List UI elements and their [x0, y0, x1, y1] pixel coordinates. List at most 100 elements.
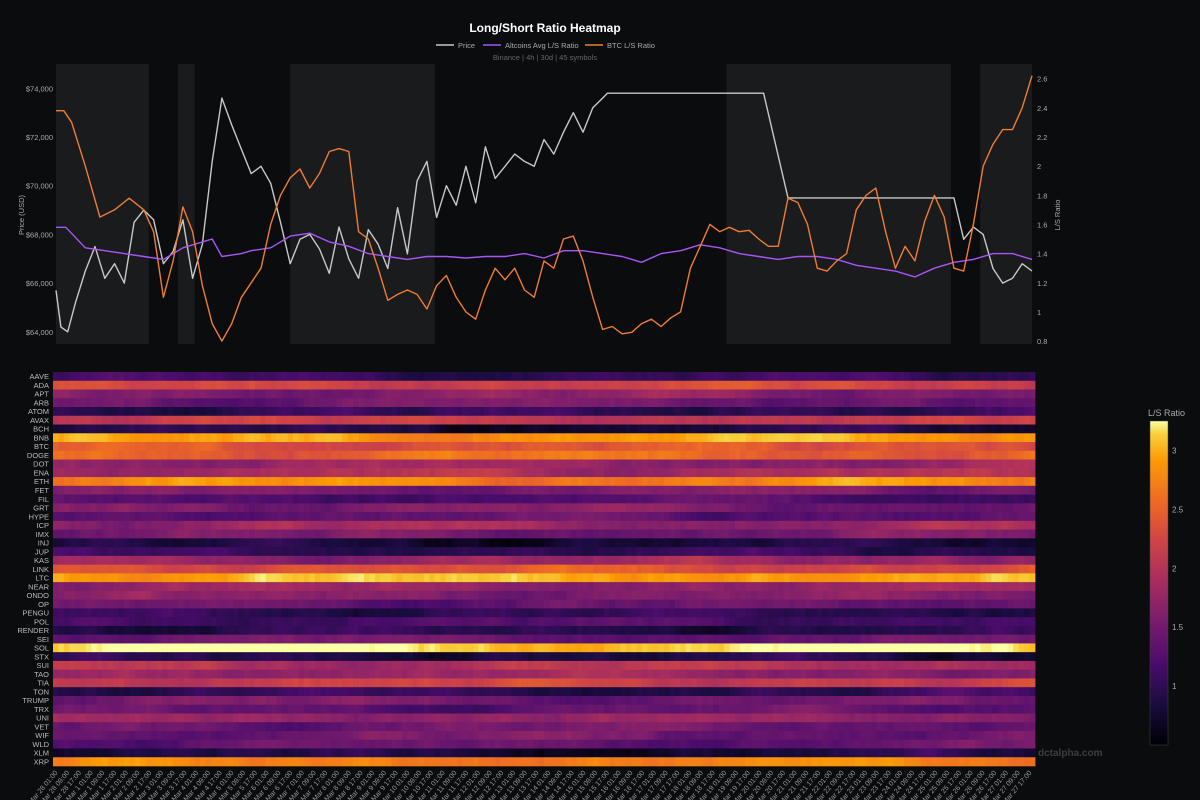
heatmap-row-sol[interactable] — [53, 643, 1036, 653]
colorbar-title: L/S Ratio — [1148, 408, 1185, 418]
heatmap-row-icp[interactable] — [53, 520, 1036, 530]
symbol-label: TRUMP — [22, 696, 49, 705]
legend-altcoins-label[interactable]: Altcoins Avg L/S Ratio — [505, 41, 579, 50]
legend[interactable]: Price Altcoins Avg L/S Ratio BTC L/S Rat… — [436, 41, 655, 50]
symbol-label: TAO — [34, 670, 49, 679]
symbol-label: INJ — [38, 539, 50, 548]
heatmap-row-doge[interactable] — [53, 450, 1036, 460]
price-axis-title: Price (USD) — [17, 195, 26, 236]
ratio-tick-label: 2.6 — [1037, 75, 1047, 84]
heatmap-row-avax[interactable] — [53, 415, 1036, 425]
price-axis-ticks: $64,000 $66,000 $68,000 $70,000 $72,000 $74,0… — [26, 84, 53, 336]
heatmap-row-inj[interactable] — [53, 538, 1036, 548]
symbol-label: UNI — [36, 714, 49, 723]
heatmap-row-vet[interactable] — [53, 722, 1036, 732]
heatmap-row-sui[interactable] — [53, 660, 1036, 670]
shaded-region — [178, 64, 195, 344]
symbol-label: LTC — [35, 574, 49, 583]
ratio-tick-label: 2.2 — [1037, 133, 1047, 142]
symbol-label: WIF — [35, 731, 49, 740]
heatmap-row-near[interactable] — [53, 582, 1036, 592]
series-line-btc-l-s-ratio — [56, 75, 1033, 342]
heatmap-row-imx[interactable] — [53, 529, 1036, 539]
heatmap-row-bch[interactable] — [53, 424, 1036, 434]
heatmap-row-apt[interactable] — [53, 389, 1036, 399]
symbol-label: RENDER — [17, 626, 49, 635]
symbol-label: OP — [38, 600, 49, 609]
heatmap-row-ton[interactable] — [53, 687, 1036, 697]
symbol-label: ARB — [34, 398, 49, 407]
heatmap-row-pol[interactable] — [53, 617, 1036, 627]
ratio-tick-label: 2.4 — [1037, 104, 1047, 113]
colorbar-tick-label: 2 — [1172, 564, 1177, 573]
heatmap-row-wld[interactable] — [53, 739, 1036, 749]
heatmap-row-uni[interactable] — [53, 713, 1036, 723]
heatmap[interactable] — [53, 372, 1036, 767]
heatmap-row-pengu[interactable] — [53, 608, 1036, 618]
heatmap-row-btc[interactable] — [53, 442, 1036, 452]
heatmap-row-eth[interactable] — [53, 477, 1036, 487]
price-tick-label: $68,000 — [26, 230, 53, 239]
ratio-tick-label: 0.8 — [1037, 337, 1047, 346]
heatmap-row-grt[interactable] — [53, 503, 1036, 513]
price-tick-label: $66,000 — [26, 279, 53, 288]
heatmap-row-ltc[interactable] — [53, 573, 1036, 583]
legend-btc-label[interactable]: BTC L/S Ratio — [607, 41, 655, 50]
heatmap-row-bnb[interactable] — [53, 433, 1036, 443]
symbol-label: BCH — [33, 425, 49, 434]
heatmap-row-dot[interactable] — [53, 459, 1036, 469]
heatmap-row-fil[interactable] — [53, 494, 1036, 504]
heatmap-row-aave[interactable] — [53, 372, 1036, 382]
ratio-tick-label: 1.6 — [1037, 220, 1047, 229]
symbol-label: ICP — [36, 521, 49, 530]
heatmap-row-kas[interactable] — [53, 555, 1036, 565]
colorbar-ticks: 1 1.5 2 2.5 3 — [1172, 447, 1184, 692]
symbol-label: FIL — [38, 495, 49, 504]
heatmap-row-arb[interactable] — [53, 398, 1036, 408]
heatmap-row-ada[interactable] — [53, 380, 1036, 390]
symbol-label: GRT — [33, 504, 49, 513]
shaded-region — [980, 64, 1032, 344]
shaded-region — [726, 64, 951, 344]
symbol-label: NEAR — [28, 582, 49, 591]
series-line-altcoins-avg-l-s-ratio — [56, 226, 1033, 278]
symbol-label: AVAX — [30, 416, 49, 425]
symbol-label: XLM — [34, 749, 49, 758]
symbol-label: APT — [34, 390, 49, 399]
heatmap-row-xlm[interactable] — [53, 748, 1036, 758]
symbol-label: BTC — [34, 442, 50, 451]
chart-title: Long/Short Ratio Heatmap — [469, 21, 620, 35]
heatmap-row-hype[interactable] — [53, 512, 1036, 522]
price-tick-label: $72,000 — [26, 133, 53, 142]
heatmap-row-tao[interactable] — [53, 669, 1036, 679]
heatmap-row-link[interactable] — [53, 564, 1036, 574]
heatmap-row-wif[interactable] — [53, 730, 1036, 741]
heatmap-row-sei[interactable] — [53, 634, 1036, 644]
heatmap-row-render[interactable] — [53, 625, 1036, 635]
heatmap-row-stx[interactable] — [53, 652, 1036, 662]
heatmap-row-tia[interactable] — [53, 678, 1036, 688]
ratio-tick-label: 1.8 — [1037, 191, 1047, 200]
heatmap-row-fet[interactable] — [53, 485, 1036, 495]
heatmap-row-op[interactable] — [53, 599, 1036, 609]
symbol-label: XRP — [34, 757, 49, 766]
heatmap-row-ena[interactable] — [53, 468, 1036, 478]
colorbar-tick-label: 1.5 — [1172, 623, 1184, 632]
symbol-label: WLD — [32, 740, 49, 749]
watermark: dctalpha.com — [1038, 748, 1103, 759]
shaded-regions — [56, 64, 1032, 344]
symbol-label: SUI — [36, 661, 49, 670]
heatmap-row-ondo[interactable] — [53, 590, 1036, 600]
symbol-label: TIA — [37, 679, 49, 688]
heatmap-row-jup[interactable] — [53, 547, 1036, 557]
symbol-label: ADA — [34, 381, 49, 390]
heatmap-row-trump[interactable] — [53, 695, 1036, 706]
symbol-label: STX — [34, 652, 49, 661]
heatmap-row-trx[interactable] — [53, 704, 1036, 714]
symbol-label: TON — [33, 687, 49, 696]
legend-price-label[interactable]: Price — [458, 41, 475, 50]
ratio-tick-label: 1 — [1037, 308, 1041, 317]
heatmap-row-atom[interactable] — [53, 407, 1036, 417]
ratio-axis-ticks: 0.8 1 1.2 1.4 1.6 1.8 2 2.2 2.4 2.6 — [1037, 75, 1047, 347]
heatmap-row-xrp[interactable] — [53, 757, 1036, 767]
